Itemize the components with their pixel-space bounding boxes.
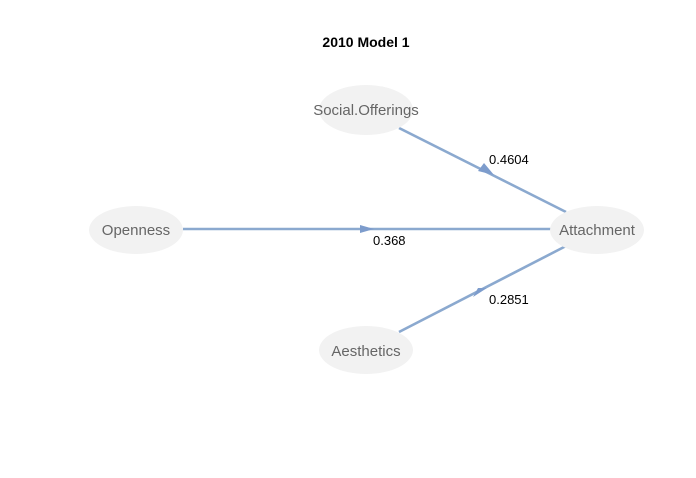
node-label-social-offerings: Social.Offerings <box>313 102 419 119</box>
node-ellipse <box>319 85 413 135</box>
node-ellipse <box>550 206 644 254</box>
edge-weight-aesthetics: 0.2851 <box>489 292 529 307</box>
node-label-openness: Openness <box>102 222 170 239</box>
arrow-head-icon <box>360 225 374 233</box>
node-aesthetics: Aesthetics <box>319 326 413 374</box>
edge-weight-social-offerings: 0.4604 <box>489 152 529 167</box>
node-social-offerings: Social.Offerings <box>313 85 419 135</box>
arrow-head-icon <box>473 288 487 297</box>
node-label-aesthetics: Aesthetics <box>331 343 400 360</box>
edge-openness-attachment: 0.368 <box>183 225 553 248</box>
arrow-head-icon <box>478 163 494 175</box>
edge-aesthetics-attachment: 0.2851 <box>398 244 567 334</box>
node-ellipse <box>89 206 183 254</box>
edge-social-offerings-attachment: 0.4604 <box>398 126 567 214</box>
node-label-attachment: Attachment <box>559 222 636 239</box>
node-openness: Openness <box>89 206 183 254</box>
edge-weight-openness: 0.368 <box>373 233 406 248</box>
diagram-title: 2010 Model 1 <box>322 34 409 50</box>
node-attachment: Attachment <box>550 206 644 254</box>
node-ellipse <box>319 326 413 374</box>
